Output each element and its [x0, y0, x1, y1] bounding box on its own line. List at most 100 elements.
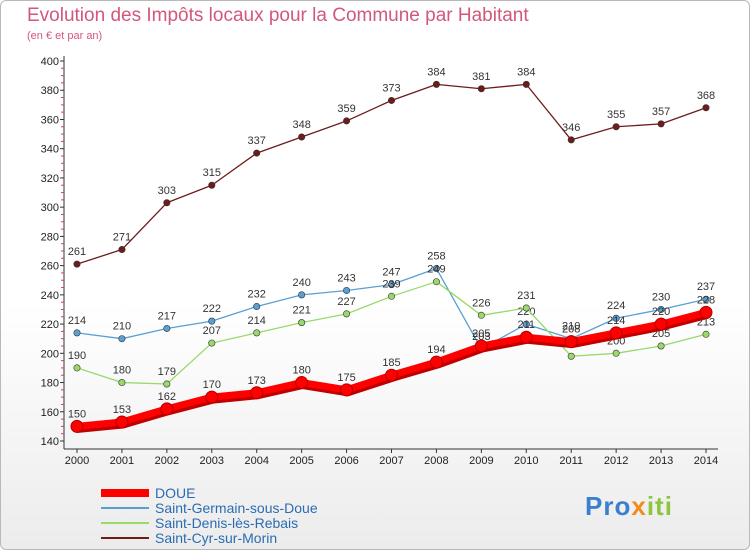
proxiti-logo: Proxiti	[585, 491, 673, 522]
data-point	[657, 342, 665, 350]
data-point	[522, 304, 530, 312]
chart-title: Evolution des Impôts locaux pour la Comm…	[27, 5, 529, 26]
data-label: 221	[292, 305, 310, 317]
data-label: 384	[517, 66, 535, 78]
logo-part1: Pro	[585, 491, 632, 521]
data-label: 258	[427, 251, 445, 263]
data-label: 355	[607, 109, 625, 121]
data-label: 220	[652, 306, 670, 318]
data-point	[567, 136, 575, 144]
data-point	[208, 181, 216, 189]
data-label: 381	[472, 71, 490, 83]
x-tick-label: 2001	[110, 455, 134, 467]
x-tick-label: 2004	[244, 455, 268, 467]
y-tick-label: 300	[41, 202, 59, 214]
data-label: 243	[337, 272, 355, 284]
data-label: 348	[292, 119, 310, 131]
data-point	[564, 335, 578, 349]
data-point	[702, 330, 710, 338]
data-label: 180	[292, 365, 310, 377]
legend-label: Saint-Cyr-sur-Morin	[155, 530, 277, 546]
x-tick-label: 2012	[604, 455, 628, 467]
data-label: 368	[697, 90, 715, 102]
chart-subtitle: (en € et par an)	[27, 30, 103, 42]
x-tick-label: 2005	[289, 455, 313, 467]
data-point	[343, 310, 351, 318]
data-point	[612, 349, 620, 357]
data-label: 173	[248, 375, 266, 387]
data-point	[612, 314, 620, 322]
data-point	[118, 335, 126, 343]
data-point	[519, 330, 533, 344]
data-point	[298, 291, 306, 299]
data-label: 337	[248, 135, 266, 147]
data-label: 203	[472, 331, 490, 343]
data-label: 162	[158, 391, 176, 403]
data-label: 226	[472, 297, 490, 309]
data-label: 231	[517, 290, 535, 302]
data-point	[432, 278, 440, 286]
x-tick-label: 2000	[65, 455, 89, 467]
data-label: 205	[472, 328, 490, 340]
data-point	[699, 305, 713, 319]
data-point	[205, 390, 219, 404]
data-label: 359	[337, 103, 355, 115]
data-label: 214	[68, 315, 86, 327]
data-label: 224	[607, 300, 625, 312]
data-point	[654, 317, 668, 331]
data-point	[253, 149, 261, 157]
data-point	[385, 368, 398, 382]
data-point	[73, 364, 81, 372]
data-point	[73, 329, 81, 337]
data-label: 249	[427, 264, 445, 276]
data-label: 303	[158, 185, 176, 197]
data-point	[567, 352, 575, 360]
data-point	[298, 319, 306, 327]
data-label: 230	[652, 291, 670, 303]
data-label: 228	[697, 294, 715, 306]
data-point	[477, 311, 485, 319]
data-label: 346	[562, 122, 580, 134]
data-point	[522, 80, 530, 88]
x-tick-label: 2006	[334, 455, 358, 467]
data-label: 247	[382, 267, 400, 279]
x-tick-label: 2009	[469, 455, 493, 467]
legend-label: DOUE	[155, 485, 195, 501]
y-tick-label: 240	[41, 290, 59, 302]
legend-label: Saint-Denis-lès-Rebais	[155, 515, 298, 531]
data-label: 194	[427, 344, 445, 356]
data-label: 211	[518, 319, 536, 331]
data-point	[208, 317, 216, 325]
y-tick-label: 180	[41, 378, 59, 390]
x-tick-label: 2013	[649, 455, 673, 467]
data-label: 175	[337, 372, 355, 384]
data-point	[432, 265, 440, 273]
data-point	[160, 402, 174, 416]
data-label: 207	[203, 325, 221, 337]
data-point	[295, 376, 309, 390]
y-tick-label: 380	[41, 85, 59, 97]
y-tick-label: 140	[41, 436, 59, 448]
data-point	[657, 305, 665, 313]
data-point	[432, 80, 440, 88]
y-tick-label: 340	[41, 144, 59, 156]
data-point	[163, 199, 171, 207]
y-tick-label: 160	[41, 407, 59, 419]
data-point	[298, 133, 306, 141]
y-tick-label: 260	[41, 261, 59, 273]
data-point	[657, 120, 665, 128]
data-point	[73, 260, 81, 268]
data-label: 214	[248, 315, 266, 327]
x-tick-label: 2014	[694, 455, 718, 467]
data-label: 179	[158, 366, 176, 378]
data-label: 315	[203, 167, 221, 179]
data-point	[387, 292, 395, 300]
data-label: 217	[158, 310, 176, 322]
data-label: 170	[203, 379, 221, 391]
data-point	[118, 246, 126, 254]
data-point	[477, 85, 485, 93]
data-label: 210	[562, 321, 580, 333]
data-label: 153	[113, 404, 131, 416]
data-point	[612, 123, 620, 131]
